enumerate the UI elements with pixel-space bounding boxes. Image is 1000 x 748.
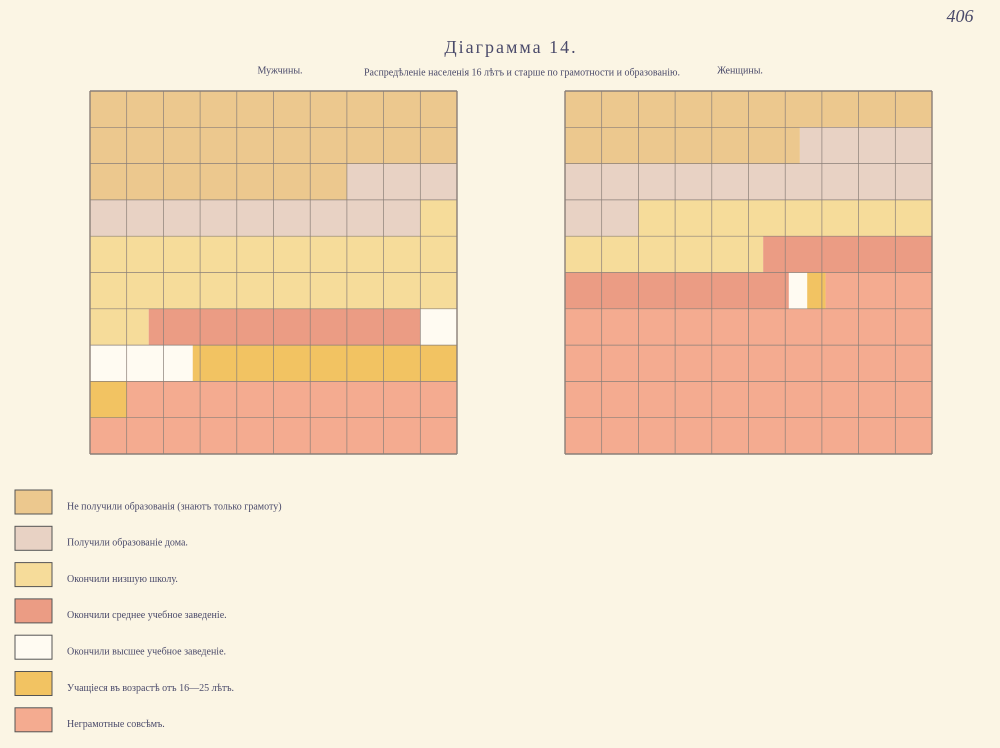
legend-swatch	[14, 489, 53, 515]
legend-label: Неграмотные совсѣмъ.	[67, 719, 165, 730]
legend-swatch	[14, 634, 53, 660]
legend-label: Окончили среднее учебное заведеніе.	[67, 610, 227, 621]
legend-swatch	[14, 671, 53, 696]
legend-swatch	[14, 598, 53, 624]
waffle-segment	[90, 308, 457, 382]
page-number: 406	[947, 6, 974, 26]
legend-label: Окончили низшую школу.	[67, 574, 178, 585]
legend-swatch	[14, 562, 53, 588]
legend-label: Получили образованіе дома.	[67, 538, 188, 549]
title: Діаграмма 14.	[444, 37, 577, 57]
waffle-segment	[90, 345, 457, 418]
legend-label: Окончили высшее учебное заведеніе.	[67, 646, 226, 657]
legend-label: Учащіеся въ возрастѣ отъ 16—25 лѣтъ.	[67, 683, 234, 694]
panel-title: Мужчины.	[257, 65, 302, 76]
waffle-segment	[788, 272, 808, 309]
legend-swatch	[14, 525, 53, 551]
waffle-segment	[148, 308, 421, 346]
subtitle: Распредѣленіе населенія 16 лѣтъ и старше…	[364, 67, 680, 78]
waffle-segment	[807, 272, 826, 309]
legend-swatch	[14, 707, 53, 733]
panel-title: Женщины.	[717, 65, 763, 76]
legend-label: Не получили образованія (знаютъ только г…	[67, 501, 282, 512]
